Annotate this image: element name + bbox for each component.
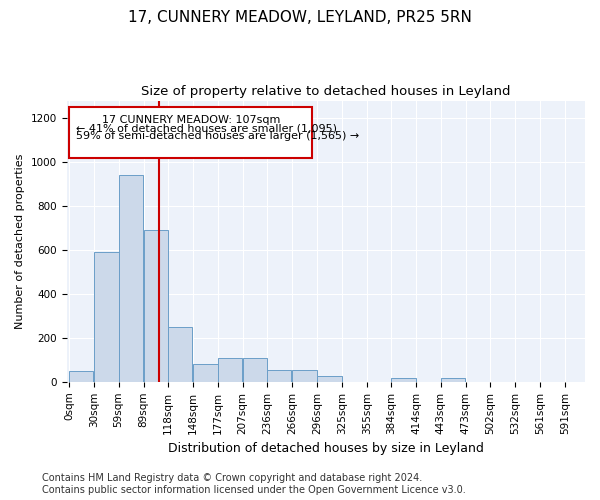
Title: Size of property relative to detached houses in Leyland: Size of property relative to detached ho… (141, 85, 511, 98)
Bar (267, 370, 292, 382)
Bar (441, 378, 465, 382)
Bar (292, 370, 317, 382)
Text: 59% of semi-detached houses are larger (1,565) →: 59% of semi-detached houses are larger (… (76, 132, 359, 141)
Bar (119, 176, 143, 382)
Text: 17, CUNNERY MEADOW, LEYLAND, PR25 5RN: 17, CUNNERY MEADOW, LEYLAND, PR25 5RN (128, 10, 472, 25)
Bar (168, 327, 193, 382)
FancyBboxPatch shape (69, 107, 313, 158)
Bar (391, 378, 416, 382)
Bar (69, 371, 94, 382)
Bar (94, 252, 119, 382)
Y-axis label: Number of detached properties: Number of detached properties (15, 154, 25, 329)
Bar (144, 230, 168, 382)
Text: Contains HM Land Registry data © Crown copyright and database right 2024.
Contai: Contains HM Land Registry data © Crown c… (42, 474, 466, 495)
Text: ← 41% of detached houses are smaller (1,095): ← 41% of detached houses are smaller (1,… (76, 124, 337, 134)
Bar (218, 358, 242, 382)
Text: 17 CUNNERY MEADOW: 107sqm: 17 CUNNERY MEADOW: 107sqm (101, 115, 280, 125)
Bar (317, 376, 342, 382)
Bar (193, 364, 218, 382)
Bar (243, 358, 267, 382)
X-axis label: Distribution of detached houses by size in Leyland: Distribution of detached houses by size … (168, 442, 484, 455)
